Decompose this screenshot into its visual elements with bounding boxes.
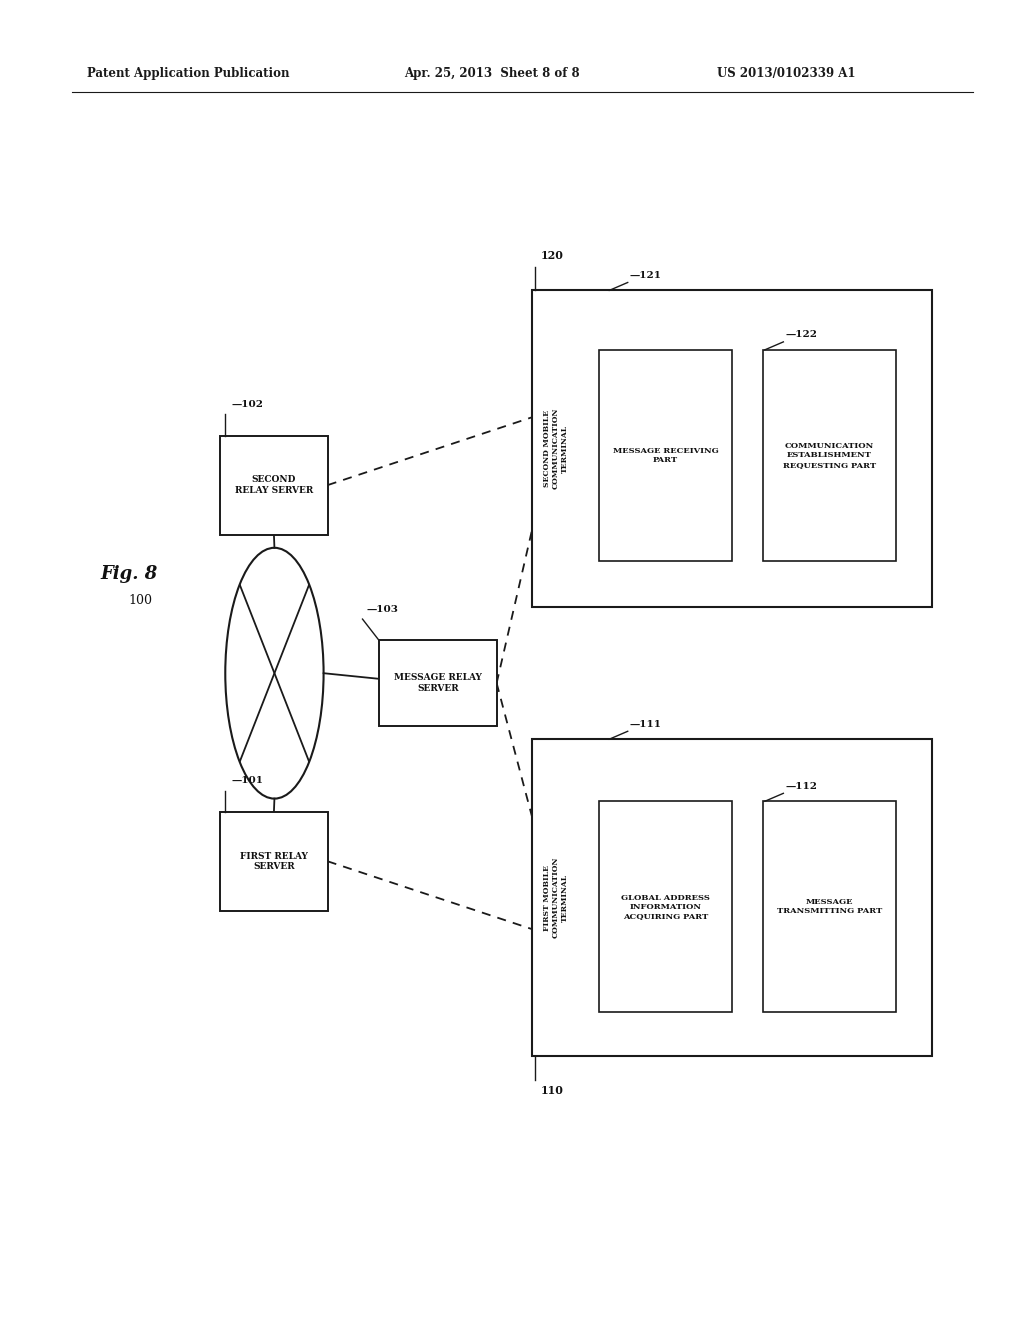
Text: MESSAGE RECEIVING
PART: MESSAGE RECEIVING PART [612,446,719,465]
Text: Patent Application Publication: Patent Application Publication [87,67,290,81]
Bar [599,350,732,561]
Bar [379,640,497,726]
Bar [599,801,732,1012]
Text: FIRST RELAY
SERVER: FIRST RELAY SERVER [240,851,308,871]
Text: US 2013/0102339 A1: US 2013/0102339 A1 [717,67,855,81]
Text: SECOND MOBILE
COMMUNICATION
TERMINAL: SECOND MOBILE COMMUNICATION TERMINAL [543,408,569,490]
Text: —102: —102 [231,400,263,409]
Text: FIRST MOBILE
COMMUNICATION
TERMINAL: FIRST MOBILE COMMUNICATION TERMINAL [543,857,569,939]
Text: GLOBAL ADDRESS
INFORMATION
ACQUIRING PART: GLOBAL ADDRESS INFORMATION ACQUIRING PAR… [622,894,710,920]
Text: 120: 120 [541,251,563,261]
Text: —121: —121 [630,271,662,280]
Text: —112: —112 [785,781,817,791]
Text: Apr. 25, 2013  Sheet 8 of 8: Apr. 25, 2013 Sheet 8 of 8 [404,67,581,81]
Bar [763,350,896,561]
Text: MESSAGE
TRANSMITTING PART: MESSAGE TRANSMITTING PART [777,898,882,916]
Text: —103: —103 [367,605,398,614]
Bar [532,290,932,607]
Bar [532,739,932,1056]
Text: 110: 110 [541,1085,563,1096]
Text: 100: 100 [128,594,152,607]
Ellipse shape [225,548,324,799]
Bar [220,436,328,535]
Text: SECOND
RELAY SERVER: SECOND RELAY SERVER [234,475,313,495]
Text: —122: —122 [785,330,817,339]
Bar [220,812,328,911]
Text: Fig. 8: Fig. 8 [100,565,158,583]
Text: MESSAGE RELAY
SERVER: MESSAGE RELAY SERVER [394,673,481,693]
Text: —101: —101 [231,776,263,785]
Text: COMMUNICATION
ESTABLISHMENT
REQUESTING PART: COMMUNICATION ESTABLISHMENT REQUESTING P… [783,442,876,469]
Bar [763,801,896,1012]
Text: —111: —111 [630,719,662,729]
